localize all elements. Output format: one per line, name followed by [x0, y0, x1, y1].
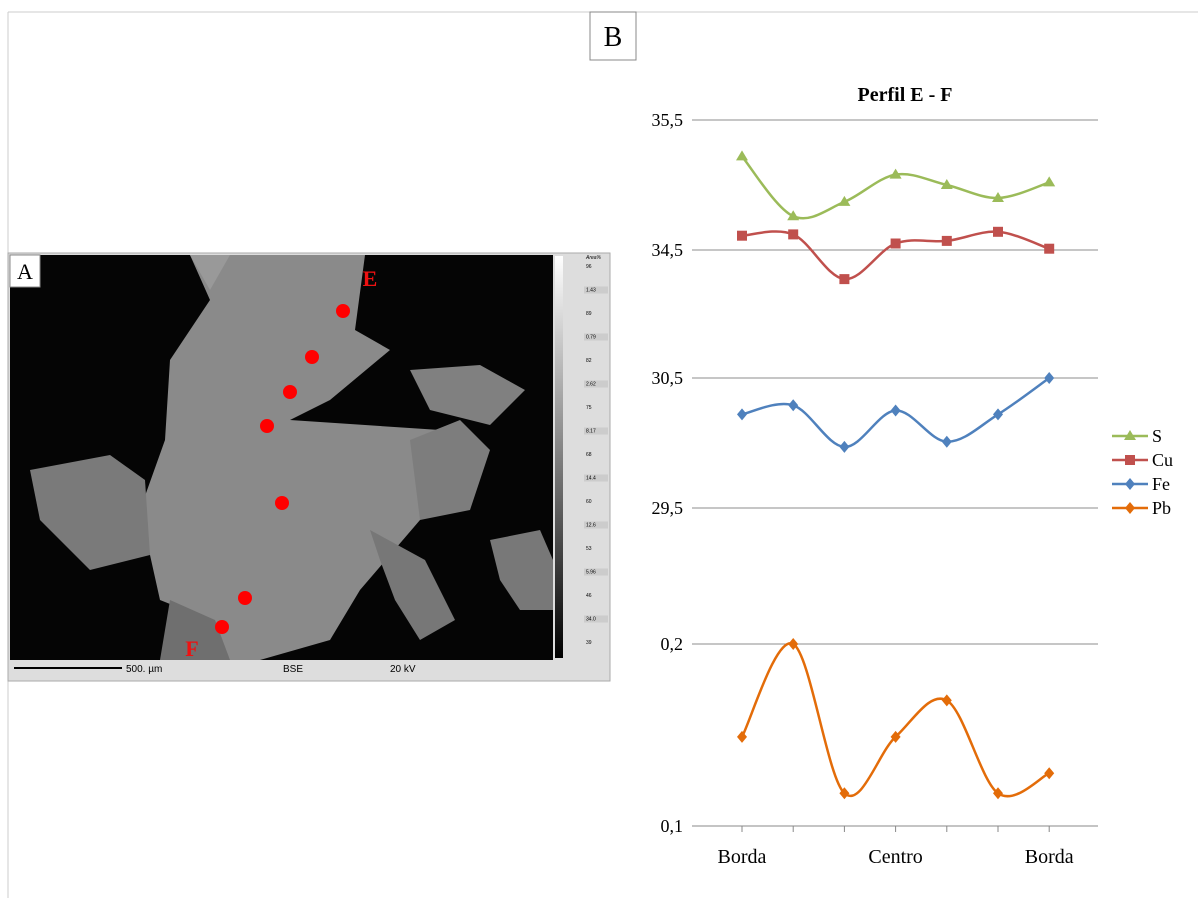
colorbar-label: 82 [586, 358, 592, 364]
colorbar-label: 53 [586, 546, 592, 552]
panel-a-label: A [17, 259, 33, 284]
colorbar-label: 39 [586, 640, 592, 646]
colorbar-label: 96 [586, 264, 592, 270]
colorbar-label: 8.17 [586, 429, 596, 435]
marker [993, 408, 1003, 420]
point-label: E [363, 266, 378, 291]
marker [788, 229, 798, 239]
marker [891, 239, 901, 249]
y-tick-label: 29,5 [652, 498, 684, 518]
point [238, 591, 252, 605]
marker [736, 150, 748, 160]
marker [891, 405, 901, 417]
legend-label: S [1152, 426, 1162, 446]
marker [1044, 244, 1054, 254]
figure: B E F A Area% 96 1.43 89 0.79 82 2.62 75 8.17 68… [0, 0, 1198, 898]
legend-label: Fe [1152, 474, 1170, 494]
colorbar-label: 75 [586, 405, 592, 411]
point-label: F [185, 636, 198, 661]
x-tick-label: Centro [868, 846, 922, 868]
legend-marker [1125, 455, 1135, 465]
colorbar-label: 34.0 [586, 617, 596, 623]
marker [737, 231, 747, 241]
mode-text: BSE [283, 664, 303, 675]
scale-text: 500. µm [126, 664, 162, 675]
voltage-text: 20 kV [390, 664, 416, 675]
colorbar-label: 12.6 [586, 523, 596, 529]
colorbar-label: 0.79 [586, 335, 596, 341]
panel-b-label: B [604, 22, 623, 53]
marker [839, 441, 849, 453]
legend-marker [1125, 502, 1135, 514]
marker [942, 436, 952, 448]
y-tick-label: 30,5 [652, 368, 684, 388]
colorbar [555, 256, 563, 658]
marker [737, 408, 747, 420]
x-tick-label: Borda [1025, 846, 1074, 868]
colorbar-label: 46 [586, 593, 592, 599]
point [260, 419, 274, 433]
marker [839, 274, 849, 284]
series-line [742, 156, 1049, 218]
colorbar-label: 2.62 [586, 382, 596, 388]
x-tick-label: Borda [718, 846, 767, 868]
colorbar-title: Area% [585, 255, 602, 261]
y-tick-label: 0,1 [661, 816, 684, 836]
marker [1044, 372, 1054, 384]
point [215, 620, 229, 634]
chart: 35,5 34,5 30,5 29,5 0,2 0,1 Borda Centro Borda SC… [652, 110, 1174, 868]
colorbar-label: 60 [586, 499, 592, 505]
marker [1043, 176, 1055, 186]
legend-label: Pb [1152, 498, 1171, 518]
colorbar-label: 89 [586, 311, 592, 317]
point [275, 496, 289, 510]
sem-image: E F A Area% 96 1.43 89 0.79 82 2.62 75 8.17 68 14… [8, 253, 610, 681]
series-line [742, 643, 1049, 796]
legend-marker [1125, 478, 1135, 490]
marker [1044, 767, 1054, 779]
colorbar-label: 5.96 [586, 570, 596, 576]
y-tick-label: 35,5 [652, 110, 684, 130]
chart-title: Perfil E - F [858, 84, 953, 106]
marker [993, 227, 1003, 237]
y-tick-label: 0,2 [661, 634, 684, 654]
legend-label: Cu [1152, 450, 1173, 470]
point [336, 304, 350, 318]
marker [788, 399, 798, 411]
y-tick-label: 34,5 [652, 240, 684, 260]
point [305, 350, 319, 364]
colorbar-label: 68 [586, 452, 592, 458]
colorbar-label: 14.4 [586, 476, 596, 482]
point [283, 385, 297, 399]
colorbar-label: 1.43 [586, 288, 596, 294]
marker [942, 236, 952, 246]
marker [737, 731, 747, 743]
